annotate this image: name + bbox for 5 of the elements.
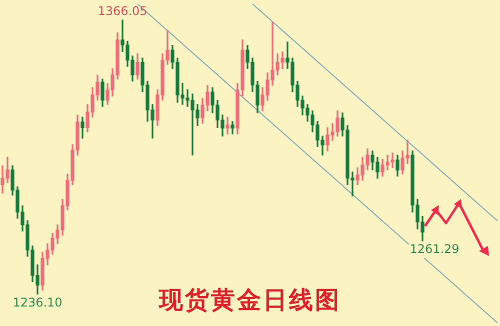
annotation: 1261.29 [410, 242, 460, 256]
candlestick [226, 116, 230, 134]
annotation: 1366.05 [98, 4, 148, 18]
annotation: 1236.10 [12, 295, 62, 310]
text: 现货黄金日线图 [159, 285, 341, 314]
